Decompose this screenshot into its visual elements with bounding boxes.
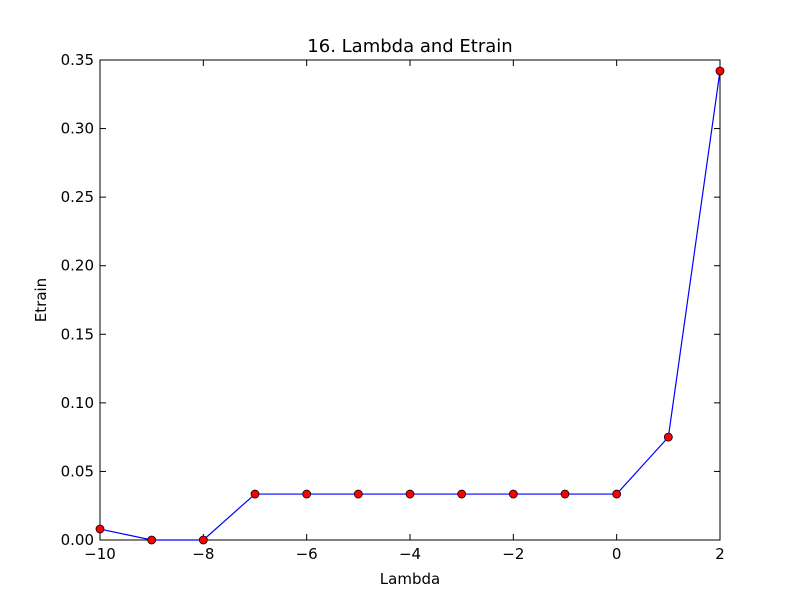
data-point bbox=[405, 489, 415, 499]
data-point bbox=[147, 535, 157, 545]
data-point bbox=[508, 489, 518, 499]
plot-area bbox=[99, 59, 721, 541]
y-tick-label: 0.25 bbox=[61, 188, 94, 206]
y-tick-label: 0.15 bbox=[61, 325, 94, 343]
data-point bbox=[457, 489, 467, 499]
x-tick-label: −10 bbox=[84, 545, 116, 563]
y-axis-label: Etrain bbox=[32, 278, 50, 322]
x-axis-label: Lambda bbox=[380, 570, 440, 588]
data-point bbox=[560, 489, 570, 499]
x-tick-label: −6 bbox=[296, 545, 318, 563]
series-group bbox=[95, 66, 725, 545]
ticks-group: −10 −8 −6 −4 −2 0 2 0.00 0.05 0.10 0.15 0.20 0.25 0.3… bbox=[61, 51, 725, 563]
data-point bbox=[95, 524, 105, 534]
x-tick-label: −2 bbox=[502, 545, 524, 563]
data-point bbox=[353, 489, 363, 499]
y-tick-label: 0.30 bbox=[61, 120, 94, 138]
y-tick-label: 0.35 bbox=[61, 51, 94, 69]
x-tick-label: −8 bbox=[192, 545, 214, 563]
data-point bbox=[250, 489, 260, 499]
data-point bbox=[302, 489, 312, 499]
x-tick-label: 0 bbox=[612, 545, 622, 563]
data-point bbox=[612, 489, 622, 499]
data-point bbox=[663, 432, 673, 442]
y-tick-label: 0.05 bbox=[61, 462, 94, 480]
y-tick-label: 0.00 bbox=[61, 531, 94, 549]
chart-title: 16. Lambda and Etrain bbox=[307, 36, 512, 57]
x-tick-label: −4 bbox=[399, 545, 421, 563]
y-tick-label: 0.10 bbox=[61, 394, 94, 412]
data-point bbox=[198, 535, 208, 545]
data-point bbox=[715, 66, 725, 76]
y-tick-label: 0.20 bbox=[61, 257, 94, 275]
x-tick-label: 2 bbox=[715, 545, 725, 563]
